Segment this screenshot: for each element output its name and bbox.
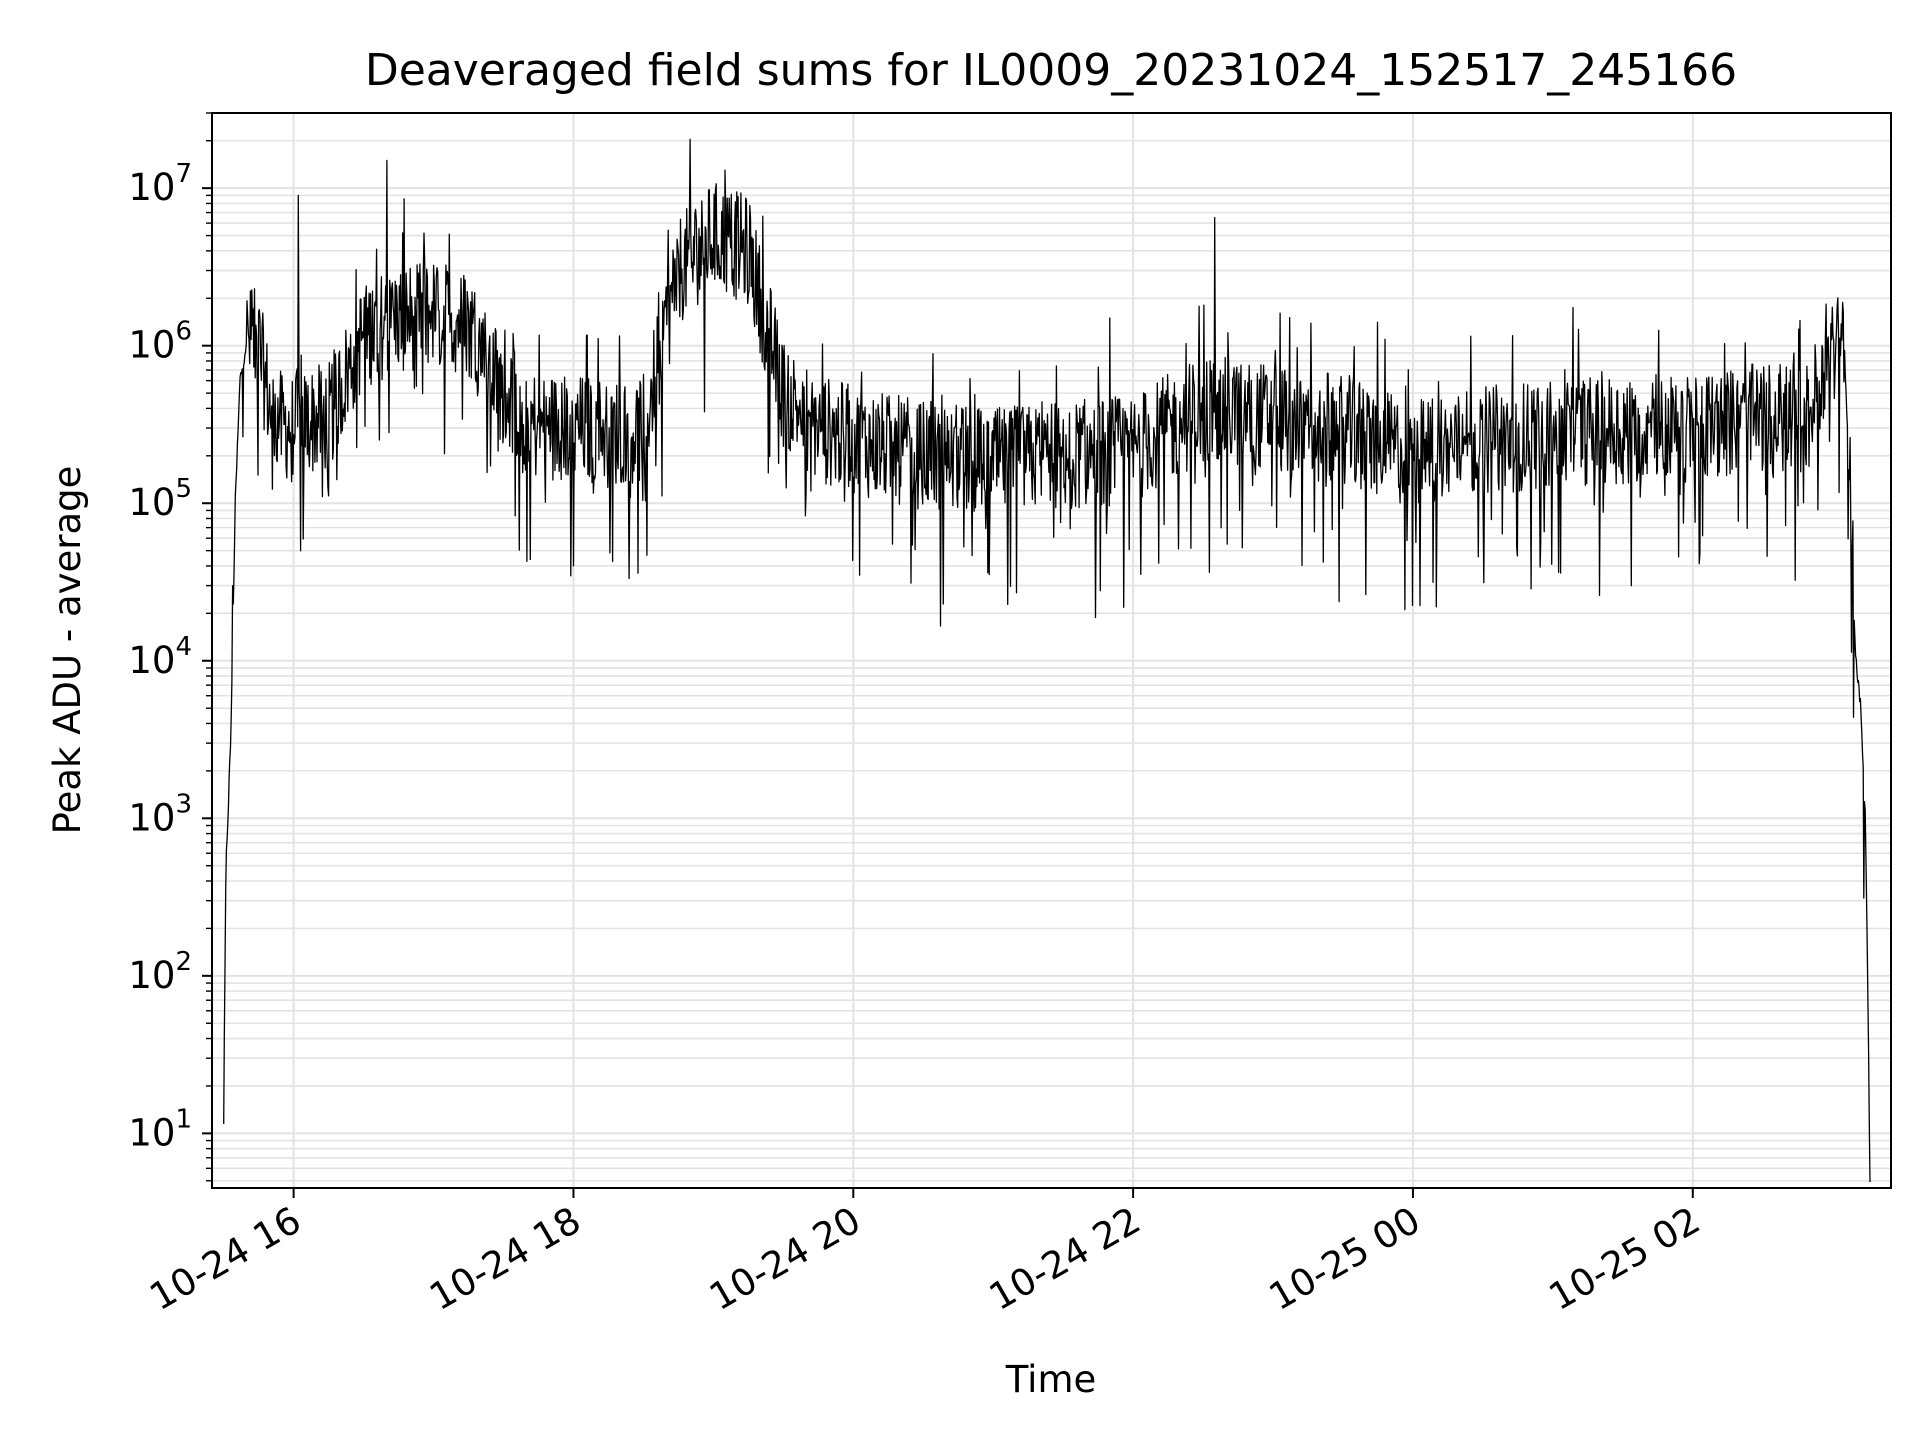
y-tick-base: 10: [128, 324, 175, 367]
y-tick-exponent: 5: [175, 474, 192, 504]
plot-frame: [211, 112, 1892, 1189]
y-tick-label: 106: [128, 317, 192, 367]
y-tick-label: 102: [128, 947, 192, 997]
y-tick-exponent: 7: [175, 159, 192, 189]
y-tick-base: 10: [128, 639, 175, 682]
y-tick-label: 107: [128, 159, 192, 209]
y-tick-label: 101: [128, 1104, 192, 1154]
chart-title: Deaveraged field sums for IL0009_2023102…: [365, 45, 1737, 96]
y-tick-exponent: 6: [175, 317, 192, 347]
x-axis-label: Time: [1005, 1358, 1097, 1401]
y-axis-label: Peak ADU - average: [46, 466, 89, 835]
series-line: [223, 138, 1871, 1183]
y-tick-base: 10: [128, 796, 175, 839]
y-tick-label: 105: [128, 474, 192, 524]
y-tick-exponent: 1: [175, 1104, 192, 1134]
y-tick-label: 104: [128, 632, 192, 682]
y-tick-base: 10: [128, 954, 175, 997]
series-layer: [223, 138, 1871, 1183]
y-tick-base: 10: [128, 166, 175, 209]
y-tick-base: 10: [128, 1111, 175, 1154]
y-tick-base: 10: [128, 481, 175, 524]
y-tick-exponent: 4: [175, 632, 192, 662]
y-tick-exponent: 2: [175, 947, 192, 977]
y-tick-exponent: 3: [175, 789, 192, 819]
y-tick-label: 103: [128, 789, 192, 839]
